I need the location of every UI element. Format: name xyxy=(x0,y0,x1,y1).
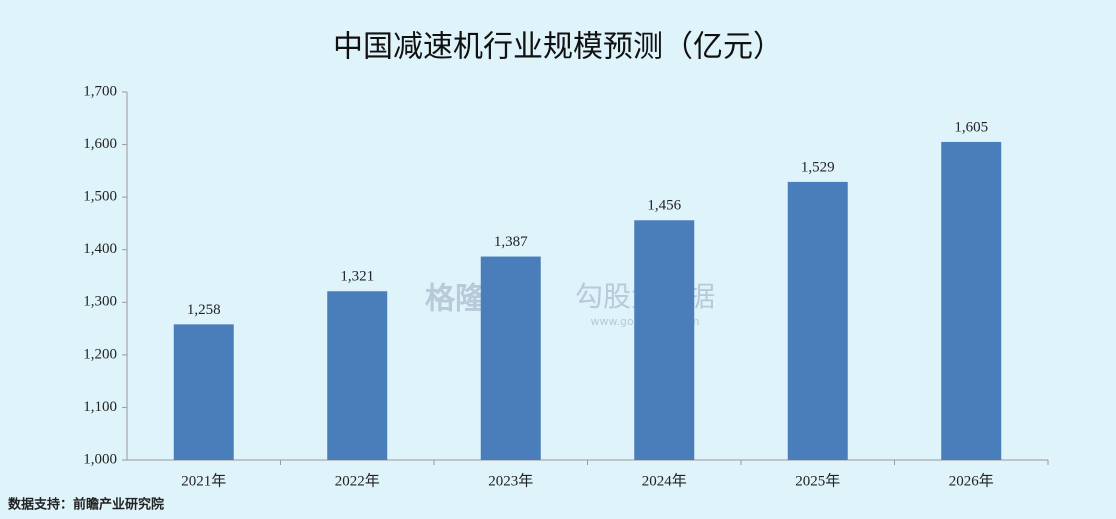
x-tick-label: 2025年 xyxy=(795,472,840,489)
value-label: 1,387 xyxy=(494,234,528,250)
bar xyxy=(480,256,541,460)
bar xyxy=(327,291,388,460)
y-tick-label: 1,600 xyxy=(83,136,117,152)
bar xyxy=(634,220,695,460)
bar xyxy=(787,181,848,460)
y-tick-label: 1,200 xyxy=(83,346,117,362)
value-label: 1,605 xyxy=(954,119,988,135)
y-tick-label: 1,100 xyxy=(83,399,117,415)
x-tick-label: 2022年 xyxy=(335,472,380,489)
x-tick-label: 2023年 xyxy=(488,472,533,489)
source: 数据支持：前瞻产业研究院 xyxy=(8,497,164,513)
y-tick-label: 1,300 xyxy=(83,294,117,310)
y-tick-label: 1,700 xyxy=(83,83,117,99)
y-tick-label: 1,500 xyxy=(83,189,117,205)
x-tick-label: 2024年 xyxy=(642,472,687,489)
value-label: 1,456 xyxy=(647,198,681,214)
value-label: 1,529 xyxy=(801,159,835,175)
bar xyxy=(173,324,234,460)
chart-title: 中国减速机行业规模预测（亿元） xyxy=(333,30,783,65)
bar xyxy=(941,141,1002,460)
x-tick-label: 2026年 xyxy=(949,472,994,489)
value-label: 1,258 xyxy=(187,302,221,318)
x-tick-label: 2021年 xyxy=(181,472,226,489)
value-label: 1,321 xyxy=(340,269,374,285)
y-tick-label: 1,400 xyxy=(83,241,117,257)
y-tick-label: 1,000 xyxy=(83,451,117,467)
